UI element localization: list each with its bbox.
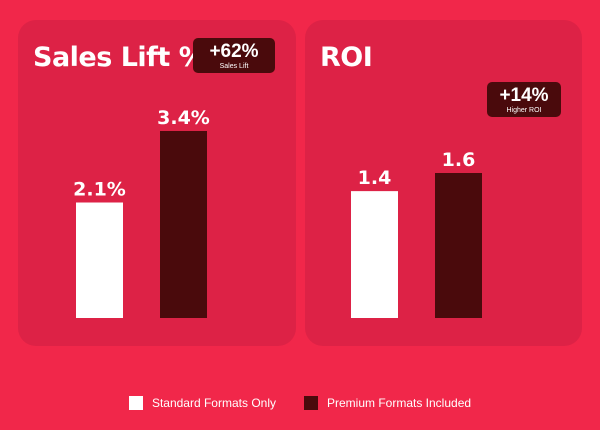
roi-badge: +14% Higher ROI (487, 82, 561, 117)
roi-bar-standard (351, 191, 398, 318)
legend-swatch-premium (304, 396, 318, 410)
legend-item-standard: Standard Formats Only (128, 396, 276, 410)
sales-lift-bar-premium (160, 131, 207, 318)
roi-value-label-standard: 1.4 (358, 167, 392, 189)
roi-chart: 1.4 1.6 (351, 149, 482, 318)
roi-bar-premium (435, 173, 482, 318)
sales-lift-badge-value: +62% (209, 41, 259, 62)
sales-lift-bar-standard (76, 202, 123, 318)
sales-lift-badge: +62% Sales Lift (193, 38, 275, 73)
sales-lift-panel: Sales Lift % +62% Sales Lift 2.1% 3.4% (18, 20, 296, 346)
legend-label-standard: Standard Formats Only (151, 396, 276, 410)
roi-title: ROI (320, 42, 373, 73)
roi-panel: ROI +14% Higher ROI 1.4 1.6 (305, 20, 582, 346)
legend: Standard Formats Only Premium Formats In… (0, 396, 600, 410)
roi-badge-value: +14% (499, 85, 549, 106)
sales-lift-value-label-standard: 2.1% (73, 179, 126, 201)
roi-badge-caption: Higher ROI (506, 107, 542, 114)
legend-label-premium: Premium Formats Included (327, 396, 472, 410)
sales-lift-value-label-premium: 3.4% (157, 107, 210, 129)
legend-swatch-standard (128, 396, 143, 410)
legend-item-premium: Premium Formats Included (304, 396, 471, 410)
sales-lift-chart: 2.1% 3.4% (73, 107, 210, 318)
sales-lift-badge-caption: Sales Lift (219, 63, 249, 70)
sales-lift-title: Sales Lift % (33, 42, 206, 73)
roi-value-label-premium: 1.6 (442, 149, 476, 171)
